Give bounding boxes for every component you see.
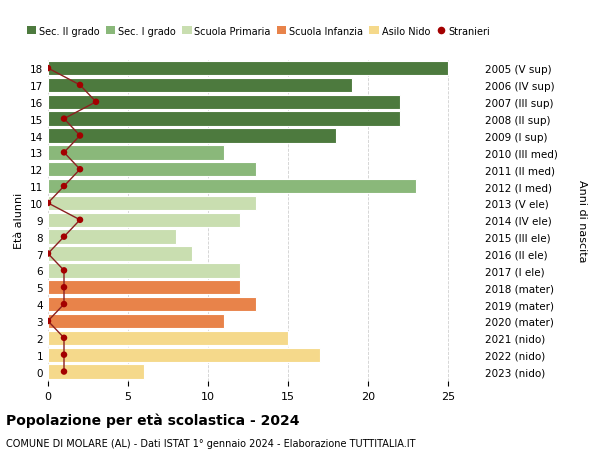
Bar bbox=[48, 247, 192, 261]
Bar bbox=[48, 196, 256, 211]
Point bbox=[59, 335, 69, 342]
Bar bbox=[48, 263, 240, 278]
Point bbox=[43, 200, 53, 207]
Bar bbox=[48, 331, 288, 345]
Bar bbox=[48, 146, 224, 160]
Point bbox=[91, 99, 101, 106]
Bar bbox=[48, 179, 416, 194]
Bar bbox=[48, 230, 176, 244]
Bar bbox=[48, 213, 240, 228]
Y-axis label: Età alunni: Età alunni bbox=[14, 192, 25, 248]
Legend: Sec. II grado, Sec. I grado, Scuola Primaria, Scuola Infanzia, Asilo Nido, Stran: Sec. II grado, Sec. I grado, Scuola Prim… bbox=[23, 23, 494, 40]
Point bbox=[59, 267, 69, 274]
Bar bbox=[48, 314, 224, 328]
Bar bbox=[48, 364, 144, 379]
Bar bbox=[48, 162, 256, 177]
Bar bbox=[48, 112, 400, 127]
Bar bbox=[48, 62, 448, 76]
Text: Popolazione per età scolastica - 2024: Popolazione per età scolastica - 2024 bbox=[6, 413, 299, 428]
Bar bbox=[48, 95, 400, 110]
Bar bbox=[48, 280, 240, 295]
Point bbox=[43, 250, 53, 257]
Point bbox=[43, 318, 53, 325]
Point bbox=[59, 284, 69, 291]
Point bbox=[75, 82, 85, 90]
Point bbox=[59, 149, 69, 157]
Point bbox=[59, 351, 69, 358]
Point bbox=[59, 234, 69, 241]
Bar bbox=[48, 297, 256, 312]
Point bbox=[75, 133, 85, 140]
Point bbox=[75, 166, 85, 174]
Bar bbox=[48, 129, 336, 143]
Point bbox=[59, 116, 69, 123]
Point bbox=[59, 301, 69, 308]
Text: COMUNE DI MOLARE (AL) - Dati ISTAT 1° gennaio 2024 - Elaborazione TUTTITALIA.IT: COMUNE DI MOLARE (AL) - Dati ISTAT 1° ge… bbox=[6, 438, 415, 448]
Point bbox=[43, 65, 53, 73]
Bar bbox=[48, 78, 352, 93]
Bar bbox=[48, 348, 320, 362]
Point bbox=[59, 368, 69, 375]
Point bbox=[75, 217, 85, 224]
Point bbox=[59, 183, 69, 190]
Y-axis label: Anni di nascita: Anni di nascita bbox=[577, 179, 587, 262]
